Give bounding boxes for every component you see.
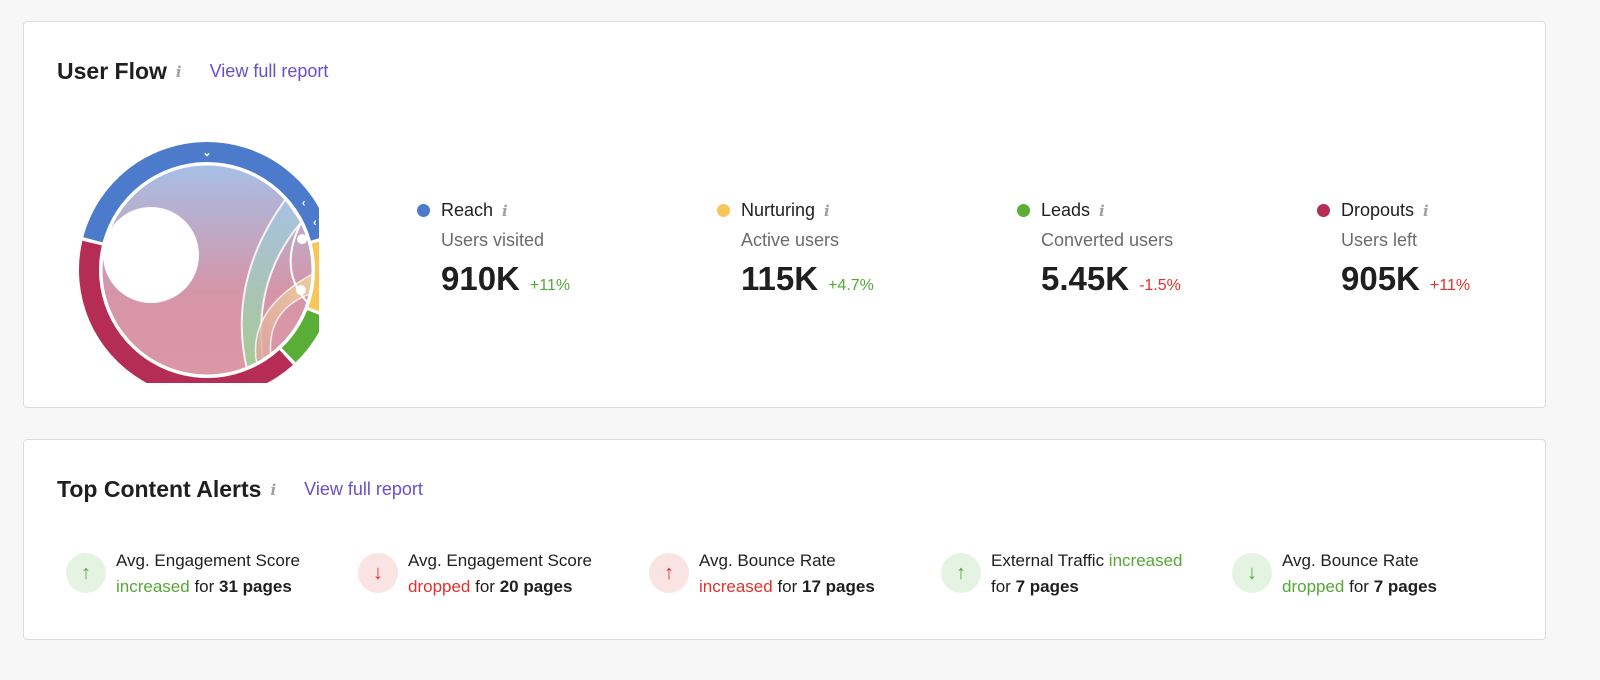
metric-name: Nurturing: [741, 200, 816, 220]
user-flow-card: User Flow i View full report ⌄‹‹‹‹ Reach…: [23, 21, 1546, 408]
alert-count: 7 pages: [1373, 577, 1437, 596]
metric-subtitle: Converted users: [1041, 230, 1174, 250]
alert-item[interactable]: ↑ External Traffic increased for 7 pages: [941, 548, 1183, 600]
view-full-report-link[interactable]: View full report: [209, 61, 329, 81]
legend-dot: [1017, 204, 1030, 217]
user-flow-header: User Flow i View full report: [57, 58, 328, 85]
chevron-icon: ‹: [302, 197, 306, 209]
metric-subtitle: Active users: [741, 230, 840, 250]
view-full-report-link[interactable]: View full report: [304, 479, 423, 499]
metric-change: +11%: [1429, 277, 1471, 294]
metric-nurturing: Nurturing i Active users 115K +4.7%: [717, 200, 874, 298]
info-icon[interactable]: i: [1423, 201, 1429, 220]
info-icon[interactable]: i: [824, 201, 830, 220]
metric-value: 5.45K: [1041, 260, 1130, 297]
alert-for: for: [772, 577, 803, 596]
metric-name: Leads: [1041, 200, 1091, 220]
alert-trend: increased: [116, 577, 190, 596]
content-alerts-card: Top Content Alerts i View full report ↑ A…: [23, 439, 1546, 640]
alert-trend: dropped: [1282, 577, 1345, 596]
alert-count: 7 pages: [1015, 577, 1079, 596]
metric-subtitle: Users left: [1341, 230, 1418, 250]
arrow-down-icon: ↓: [358, 553, 398, 593]
metric-name: Reach: [441, 200, 494, 220]
metric-value: 910K: [441, 260, 520, 297]
alert-label: Avg. Bounce Rate: [699, 551, 836, 570]
user-flow-title: User Flow: [57, 58, 167, 84]
ring-segment-leads[interactable]: [281, 310, 319, 363]
chevron-icon: ⌄: [202, 147, 211, 159]
metric-change: +11%: [529, 277, 571, 294]
alert-item[interactable]: ↑ Avg. Bounce Rate increased for 17 pages: [649, 548, 875, 600]
alert-for: for: [991, 577, 1016, 596]
alert-label: External Traffic: [991, 551, 1109, 570]
info-icon[interactable]: i: [270, 480, 277, 499]
alert-item[interactable]: ↑ Avg. Engagement Score increased for 31 p…: [66, 548, 300, 600]
arrow-up-icon: ↑: [941, 553, 981, 593]
legend-dot: [417, 204, 430, 217]
alert-count: 17 pages: [802, 577, 875, 596]
flow-node: [295, 284, 306, 295]
alert-count: 20 pages: [499, 577, 573, 596]
metric-dropouts: Dropouts i Users left 905K +11%: [1317, 200, 1470, 298]
legend-dot: [1317, 204, 1330, 217]
ring-segment-nurturing[interactable]: [308, 239, 319, 315]
user-flow-diagram[interactable]: ⌄‹‹‹‹: [54, 118, 319, 383]
arrow-up-icon: ↑: [66, 553, 106, 593]
alert-item[interactable]: ↓ Avg. Bounce Rate dropped for 7 pages: [1232, 548, 1437, 600]
metric-change: +4.7%: [828, 277, 874, 294]
arrow-up-icon: ↑: [649, 553, 689, 593]
flow-divider: [289, 221, 309, 304]
metric-value: 115K: [741, 260, 819, 297]
info-icon[interactable]: i: [175, 62, 182, 81]
legend-dot: [717, 204, 730, 217]
flow-node: [297, 234, 308, 245]
info-icon[interactable]: i: [502, 201, 508, 220]
metric-name: Dropouts: [1341, 200, 1415, 220]
alert-trend: dropped: [408, 577, 471, 596]
alert-for: for: [189, 577, 220, 596]
alerts-header: Top Content Alerts i View full report: [57, 476, 423, 503]
info-icon[interactable]: i: [1099, 201, 1105, 220]
metric-subtitle: Users visited: [441, 230, 545, 250]
alert-trend: increased: [1108, 551, 1183, 570]
alerts-title: Top Content Alerts: [57, 476, 262, 502]
alert-item[interactable]: ↓ Avg. Engagement Score dropped for 20 pag…: [358, 548, 592, 600]
ring-segment-dropouts[interactable]: [79, 240, 293, 383]
alert-count: 31 pages: [219, 577, 292, 596]
alert-for: for: [1344, 577, 1374, 596]
alert-label: Avg. Engagement Score: [408, 551, 592, 570]
alert-for: for: [470, 577, 500, 596]
alert-trend: increased: [699, 577, 773, 596]
alert-label: Avg. Bounce Rate: [1282, 551, 1419, 570]
inner-border: [99, 162, 315, 378]
ring-segment-reach[interactable]: [83, 142, 319, 243]
chevron-icon: ‹: [313, 217, 317, 229]
metric-leads: Leads i Converted users 5.45K -1.5%: [1017, 200, 1181, 298]
alert-label: Avg. Engagement Score: [116, 551, 300, 570]
metric-reach: Reach i Users visited 910K +11%: [417, 200, 570, 298]
arrow-down-icon: ↓: [1232, 553, 1272, 593]
metric-change: -1.5%: [1139, 277, 1181, 294]
flow-hole: [103, 207, 199, 303]
metric-value: 905K: [1341, 260, 1420, 297]
